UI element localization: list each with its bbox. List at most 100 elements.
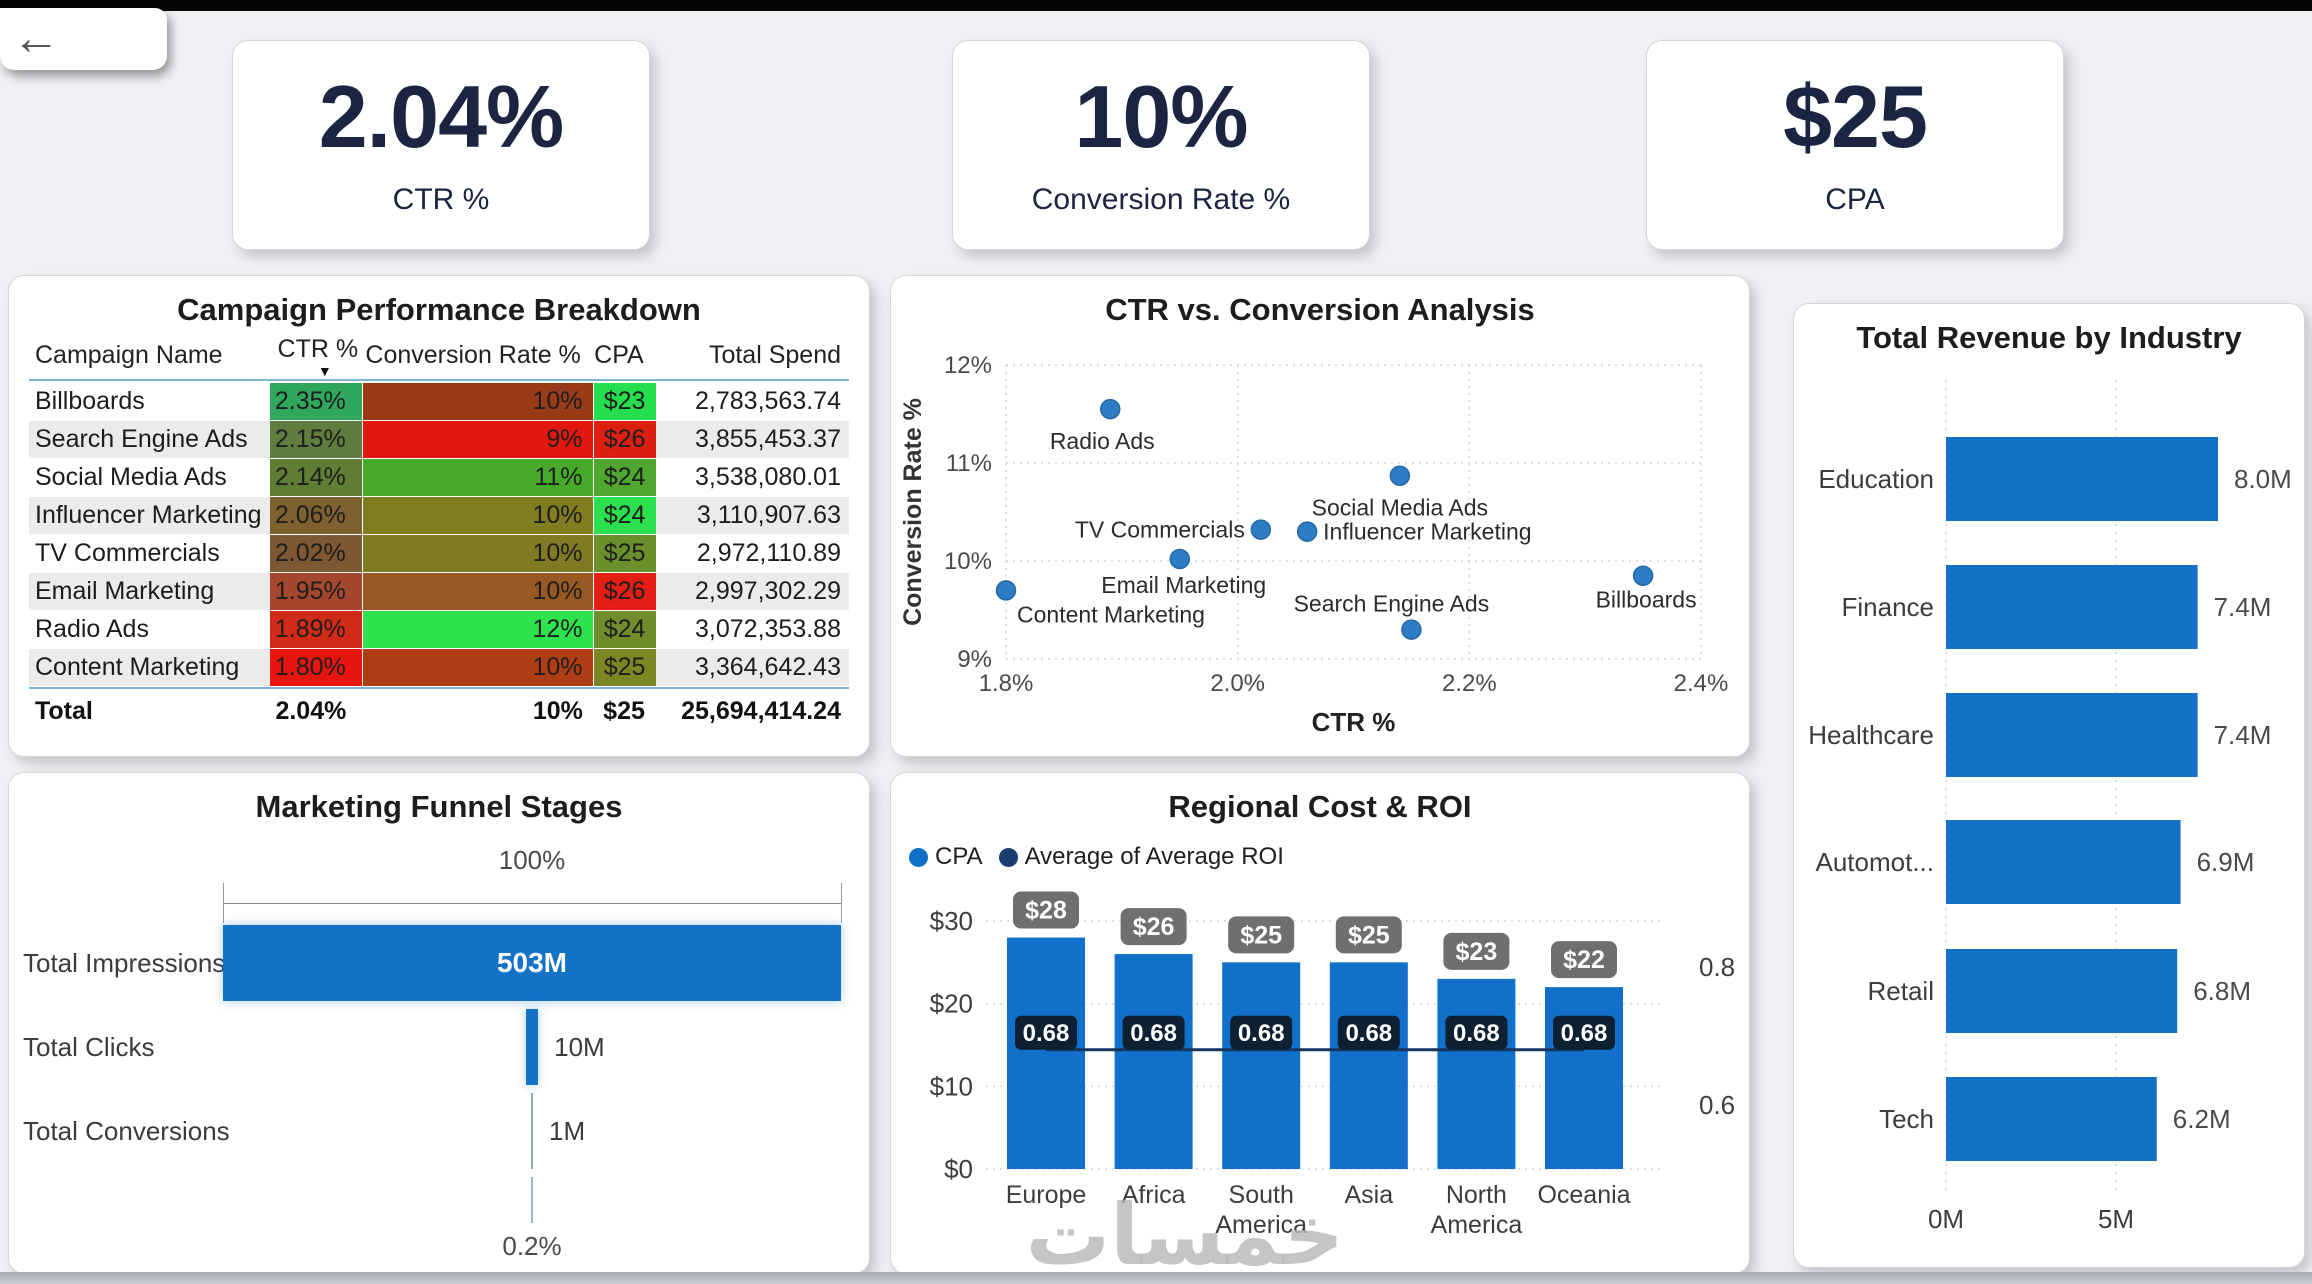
table-row[interactable]: Email Marketing 1.95% 10% $26 2,997,302.29 <box>29 573 849 610</box>
roi-value-label: 0.68 <box>1561 1020 1608 1047</box>
cpa-bar-europe[interactable] <box>1007 937 1085 1169</box>
column-header-total-spend[interactable]: Total Spend <box>708 340 841 369</box>
revenue-bar-education[interactable] <box>1946 437 2218 521</box>
funnel-visual[interactable]: Marketing Funnel Stages 100% Total Impres… <box>8 772 870 1274</box>
legend-item-cpa[interactable]: CPA <box>909 843 983 871</box>
scatter-point-social-media-ads[interactable] <box>1389 465 1411 486</box>
back-button[interactable]: ← <box>0 8 167 70</box>
cell-ctr: 1.89% <box>269 611 364 648</box>
y-category-label: Education <box>1818 464 1934 494</box>
cell-conversion-rate: 10% <box>363 649 594 686</box>
cpa-value-box <box>1013 891 1079 929</box>
cpa-value-label: $22 <box>1563 946 1605 974</box>
table-row[interactable]: Social Media Ads 2.14% 11% $24 3,538,080.01 <box>29 459 849 496</box>
scatter-point-email-marketing[interactable] <box>1169 548 1190 570</box>
roi-value-box <box>1553 1015 1615 1050</box>
legend-dot-icon <box>998 847 1018 867</box>
revenue-bar-finance[interactable] <box>1946 565 2198 649</box>
kpi-card-ctr[interactable]: 2.04% CTR % <box>232 40 650 250</box>
scatter-point-search-engine-ads[interactable] <box>1401 619 1422 640</box>
scatter-point-billboards[interactable] <box>1632 565 1654 586</box>
x-tick-label: 2.0% <box>1210 670 1265 697</box>
revenue-bar-healthcare[interactable] <box>1946 693 2198 777</box>
legend-item-roi[interactable]: Average of Average ROI <box>998 843 1284 871</box>
table-total-row: Total 2.04% 10% $25 25,694,414.24 <box>29 691 849 731</box>
bar-value-label: 6.2M <box>2173 1104 2231 1134</box>
funnel-measure-tick <box>841 883 842 923</box>
cell-ctr: 1.80% <box>269 649 364 686</box>
regional-title: Regional Cost & ROI <box>1168 789 1472 824</box>
table-row[interactable]: Content Marketing 1.80% 10% $25 3,364,642.43 <box>29 649 849 686</box>
cpa-bar-africa[interactable] <box>1114 954 1193 1169</box>
cell-cpa: $23 <box>593 383 656 420</box>
cpa-value-label: $26 <box>1133 913 1175 941</box>
table-row[interactable]: Search Engine Ads 2.15% 9% $26 3,855,453.37 <box>29 421 849 458</box>
funnel-bottom-percent-label: 0.2% <box>502 1231 562 1261</box>
total-ctr: 2.04% <box>275 696 347 725</box>
sort-descending-icon: ▼ <box>317 362 332 379</box>
funnel-bar-total-impressions[interactable]: 503M <box>223 925 841 1001</box>
arrow-left-icon: ← <box>12 12 60 65</box>
point-label: Radio Ads <box>1050 428 1155 454</box>
cpa-bar-oceania[interactable] <box>1545 987 1623 1169</box>
funnel-measure-line <box>223 903 841 904</box>
cpa-bar-asia[interactable] <box>1329 962 1408 1169</box>
kpi-card-cpa[interactable]: $25 CPA <box>1646 40 2064 250</box>
funnel-stage-label: Total Conversions <box>23 1116 230 1146</box>
y-tick-label: 10% <box>944 548 992 575</box>
cpa-bar-north-america[interactable] <box>1437 978 1516 1169</box>
cell-conversion-rate: 12% <box>363 611 594 648</box>
left-axis-tick-label: $0 <box>944 1154 973 1184</box>
x-category-label: Africa <box>1122 1181 1186 1209</box>
scatter-point-tv-commercials[interactable] <box>1250 519 1272 540</box>
funnel-bar-value: 10M <box>554 1032 605 1062</box>
campaign-table-visual[interactable]: Campaign Performance Breakdown Campaign … <box>8 275 870 757</box>
point-label: Billboards <box>1596 587 1697 613</box>
funnel-connector-line <box>531 1177 533 1223</box>
cell-ctr: 2.14% <box>269 459 364 496</box>
cpa-value-label: $28 <box>1025 897 1067 925</box>
x-tick-label: 0M <box>1928 1204 1964 1234</box>
y-tick-label: 11% <box>946 450 992 477</box>
bottom-strip <box>0 1272 2312 1284</box>
table-row[interactable]: TV Commercials 2.02% 10% $25 2,972,110.89 <box>29 535 849 572</box>
cpa-bar-south-america[interactable] <box>1222 962 1301 1169</box>
scatter-point-content-marketing[interactable] <box>995 580 1017 601</box>
funnel-bar-total-conversions[interactable] <box>531 1093 533 1169</box>
funnel-bar-total-clicks[interactable] <box>525 1009 539 1085</box>
revenue-bar-retail[interactable] <box>1946 949 2178 1033</box>
table-row[interactable]: Radio Ads 1.89% 12% $24 3,072,353.88 <box>29 611 849 648</box>
scatter-point-influencer-marketing[interactable] <box>1296 521 1318 542</box>
scatter-visual[interactable]: CTR vs. Conversion Analysis 12% 11% 10% 9% 1… <box>890 275 1750 757</box>
column-header-conversion-rate[interactable]: Conversion Rate % <box>365 340 581 369</box>
revenue-bar-tech[interactable] <box>1946 1077 2157 1161</box>
kpi-value: 10% <box>1074 67 1248 166</box>
header-divider <box>29 379 849 381</box>
kpi-card-conversion-rate[interactable]: 10% Conversion Rate % <box>952 40 1370 250</box>
cell-cpa: $26 <box>593 573 656 610</box>
column-header-ctr[interactable]: CTR % ▼ <box>269 332 361 378</box>
revenue-bar-automot[interactable] <box>1946 820 2181 904</box>
cell-ctr: 2.02% <box>269 535 364 572</box>
column-header-cpa[interactable]: CPA <box>594 340 644 369</box>
column-header-campaign-name[interactable]: Campaign Name <box>35 340 223 369</box>
x-tick-label: 2.2% <box>1442 670 1497 697</box>
regional-combo-visual[interactable]: Regional Cost & ROI CPA Average of Avera… <box>890 772 1750 1274</box>
roi-value-label: 0.68 <box>1345 1020 1392 1047</box>
cell-campaign-name: Search Engine Ads <box>29 421 270 458</box>
table-row[interactable]: Billboards 2.35% 10% $23 2,783,563.74 <box>29 383 849 420</box>
table-row[interactable]: Influencer Marketing 2.06% 10% $24 3,110,907… <box>29 497 849 534</box>
cell-campaign-name: Social Media Ads <box>29 459 270 496</box>
cell-total-spend: 3,855,453.37 <box>655 421 849 458</box>
cell-cpa: $25 <box>593 649 656 686</box>
bar-value-label: 6.8M <box>2193 976 2251 1006</box>
cell-campaign-name: Radio Ads <box>29 611 270 648</box>
x-tick-label: 1.8% <box>979 670 1034 697</box>
cpa-value-box <box>1120 908 1187 946</box>
total-divider <box>29 687 849 689</box>
cell-total-spend: 3,072,353.88 <box>655 611 849 648</box>
funnel-bar-value: 503M <box>496 947 568 978</box>
y-category-label: Healthcare <box>1808 720 1934 750</box>
scatter-point-radio-ads[interactable] <box>1100 398 1121 420</box>
revenue-bar-visual[interactable]: Total Revenue by Industry 0M 5M Education 8… <box>1793 303 2305 1268</box>
